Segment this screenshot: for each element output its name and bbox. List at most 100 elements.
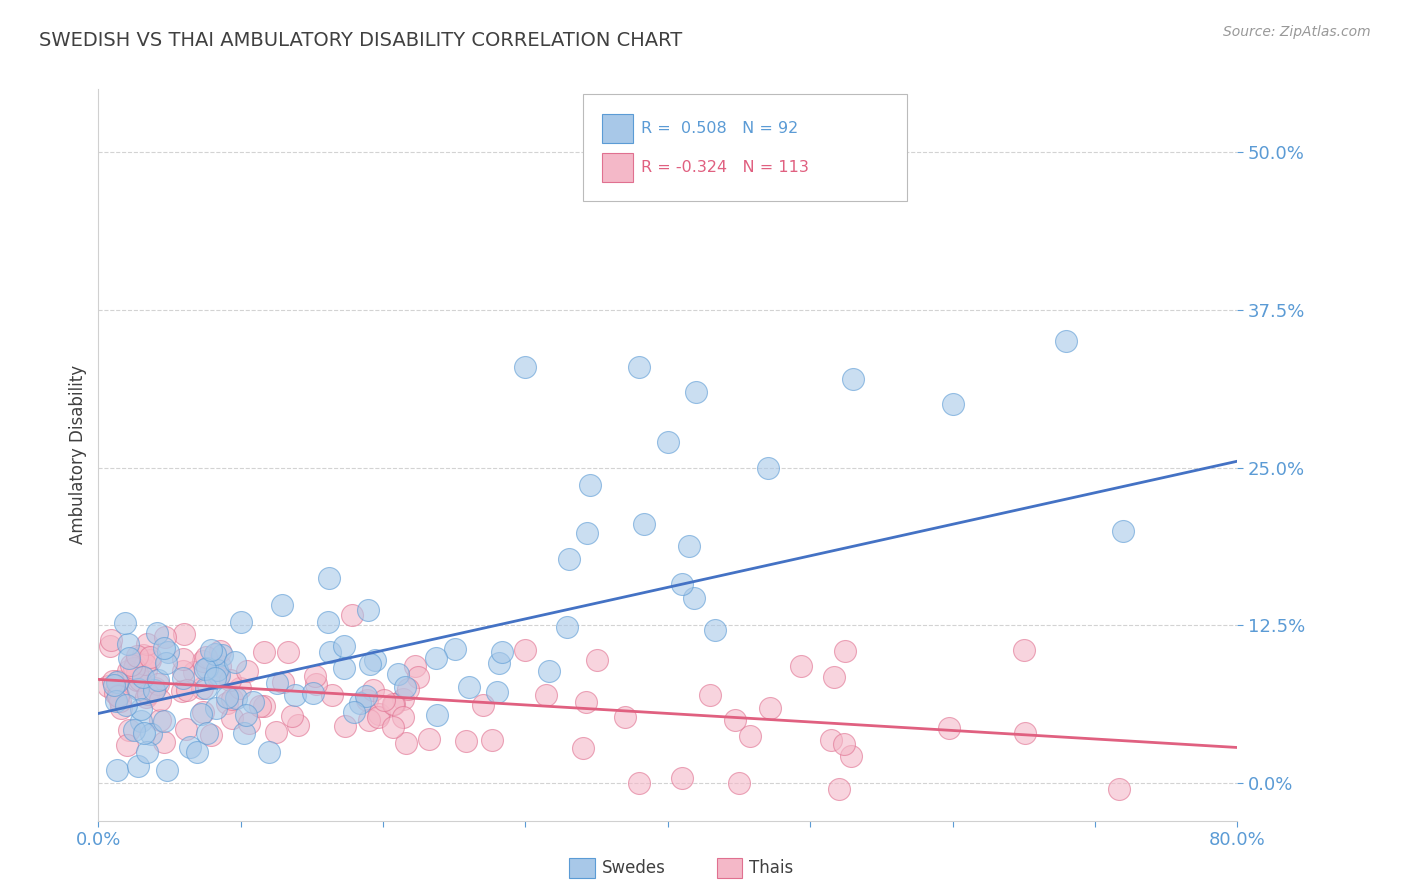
- Point: [657, 435, 679, 450]
- Point: [444, 641, 467, 656]
- Point: [104, 686, 127, 700]
- Point: [333, 719, 356, 733]
- Point: [132, 670, 155, 684]
- Point: [356, 690, 378, 704]
- Point: [193, 705, 215, 719]
- Point: [1108, 782, 1130, 797]
- Point: [107, 690, 129, 704]
- Point: [357, 713, 380, 727]
- Point: [183, 665, 205, 679]
- Point: [105, 674, 128, 689]
- Point: [120, 657, 142, 672]
- Point: [107, 688, 129, 702]
- Point: [364, 653, 387, 667]
- Point: [671, 577, 693, 591]
- Point: [703, 624, 725, 638]
- Point: [124, 679, 146, 693]
- Point: [266, 675, 288, 690]
- Point: [173, 626, 195, 640]
- Point: [132, 648, 155, 662]
- Point: [143, 681, 166, 695]
- Point: [425, 651, 447, 665]
- Point: [481, 733, 503, 747]
- Point: [98, 639, 121, 653]
- Point: [146, 625, 169, 640]
- Point: [127, 759, 149, 773]
- Point: [395, 736, 418, 750]
- Point: [139, 650, 162, 665]
- Point: [387, 667, 409, 681]
- Point: [264, 724, 287, 739]
- Point: [271, 598, 294, 612]
- Point: [107, 674, 129, 689]
- Point: [942, 397, 965, 411]
- Point: [231, 615, 253, 629]
- Point: [823, 670, 845, 684]
- Text: Thais: Thais: [749, 859, 793, 877]
- Point: [108, 694, 131, 708]
- Point: [426, 707, 449, 722]
- Point: [938, 721, 960, 735]
- Text: Source: ZipAtlas.com: Source: ZipAtlas.com: [1223, 25, 1371, 39]
- Point: [228, 681, 250, 695]
- Point: [343, 705, 366, 719]
- Point: [129, 714, 152, 728]
- Point: [149, 693, 172, 707]
- Point: [124, 723, 146, 737]
- Point: [363, 682, 385, 697]
- Point: [179, 739, 201, 754]
- Point: [205, 701, 228, 715]
- Point: [221, 711, 243, 725]
- Point: [195, 726, 218, 740]
- Point: [633, 517, 655, 532]
- Point: [142, 682, 165, 697]
- Point: [233, 726, 256, 740]
- Point: [740, 729, 762, 743]
- Point: [124, 657, 146, 672]
- Point: [488, 657, 510, 671]
- Point: [404, 658, 426, 673]
- Point: [728, 776, 751, 790]
- Point: [418, 732, 440, 747]
- Point: [252, 645, 274, 659]
- Point: [318, 571, 340, 585]
- Point: [200, 643, 222, 657]
- Point: [575, 526, 598, 541]
- Point: [359, 657, 381, 671]
- Point: [195, 661, 218, 675]
- Point: [277, 645, 299, 659]
- Point: [207, 667, 229, 681]
- Point: [149, 714, 172, 728]
- Point: [155, 630, 177, 644]
- Point: [129, 702, 152, 716]
- Point: [215, 690, 238, 704]
- Point: [103, 678, 125, 692]
- Point: [382, 720, 405, 734]
- Point: [110, 701, 132, 715]
- Point: [148, 677, 170, 691]
- Point: [132, 726, 155, 740]
- Point: [215, 697, 238, 711]
- Point: [117, 636, 139, 650]
- Point: [724, 713, 747, 727]
- Point: [575, 695, 598, 709]
- Point: [332, 661, 354, 675]
- Point: [136, 687, 159, 701]
- Text: R = -0.324   N = 113: R = -0.324 N = 113: [641, 161, 808, 175]
- Point: [125, 648, 148, 663]
- Point: [139, 653, 162, 667]
- Point: [134, 657, 156, 672]
- Point: [472, 698, 495, 713]
- Point: [557, 552, 579, 566]
- Point: [394, 680, 416, 694]
- Point: [321, 689, 343, 703]
- Point: [195, 681, 218, 695]
- Point: [221, 692, 243, 706]
- Point: [114, 698, 136, 712]
- Point: [398, 681, 420, 696]
- Point: [204, 671, 226, 685]
- Point: [759, 701, 782, 715]
- Point: [135, 745, 157, 759]
- Point: [572, 741, 595, 756]
- Y-axis label: Ambulatory Disability: Ambulatory Disability: [69, 366, 87, 544]
